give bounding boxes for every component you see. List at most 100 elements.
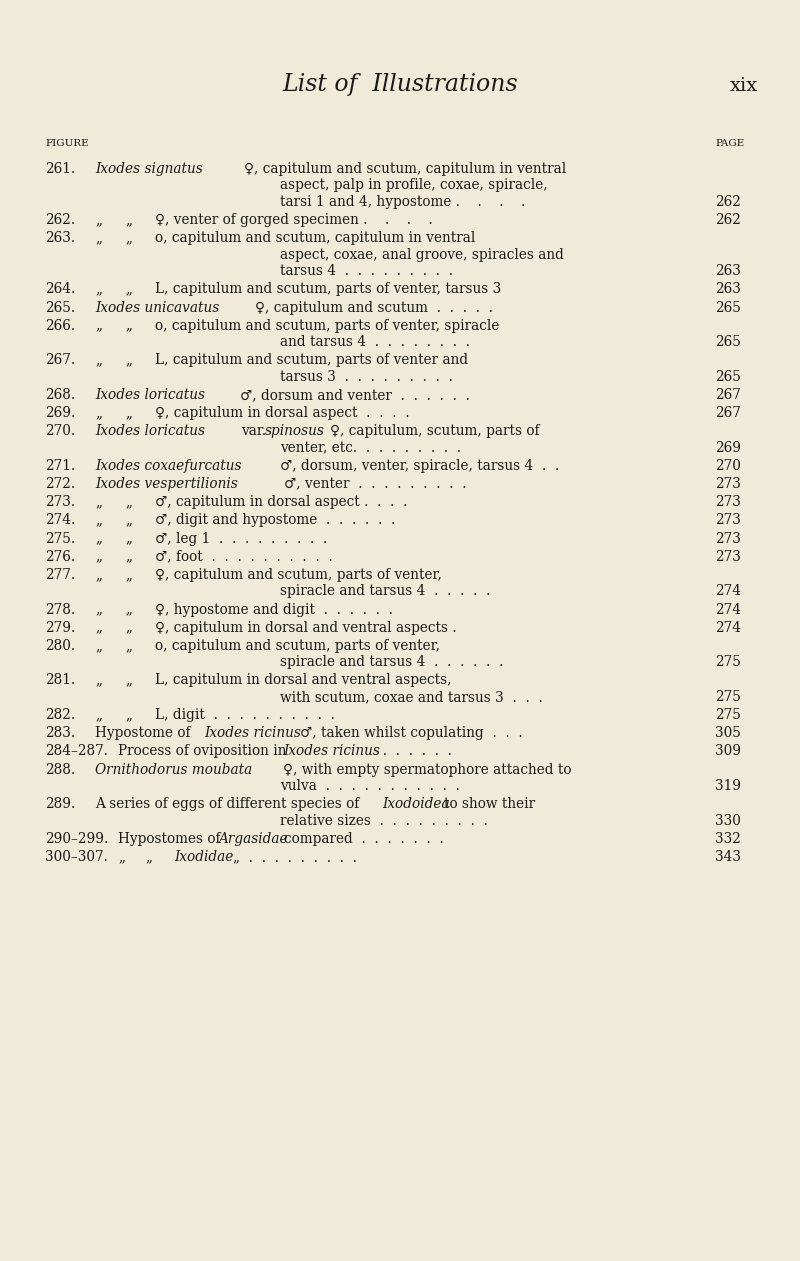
Text: spinosus: spinosus bbox=[265, 425, 325, 439]
Text: with scutum, coxae and tarsus 3  .  .  .: with scutum, coxae and tarsus 3 . . . bbox=[280, 690, 542, 704]
Text: Hypostomes of: Hypostomes of bbox=[118, 832, 221, 846]
Text: „: „ bbox=[125, 639, 132, 653]
Text: 274: 274 bbox=[715, 620, 741, 634]
Text: 275.: 275. bbox=[45, 532, 75, 546]
Text: 275: 275 bbox=[715, 656, 741, 670]
Text: 309: 309 bbox=[715, 744, 741, 758]
Text: „: „ bbox=[125, 319, 132, 333]
Text: tarsi 1 and 4, hypostome .    .    .    .: tarsi 1 and 4, hypostome . . . . bbox=[280, 195, 526, 209]
Text: „: „ bbox=[125, 532, 132, 546]
Text: 319: 319 bbox=[715, 779, 741, 793]
Text: 273.: 273. bbox=[45, 496, 75, 509]
Text: .  .  .  .  .  .: . . . . . . bbox=[374, 744, 452, 758]
Text: „: „ bbox=[125, 231, 132, 246]
Text: 262.: 262. bbox=[45, 213, 75, 227]
Text: List of  Illustrations: List of Illustrations bbox=[282, 73, 518, 96]
Text: ♀, capitulum in dorsal aspect  .  .  .  .: ♀, capitulum in dorsal aspect . . . . bbox=[155, 406, 410, 420]
Text: „: „ bbox=[95, 532, 102, 546]
Text: FIGURE: FIGURE bbox=[45, 139, 89, 148]
Text: ♂, digit and hypostome  .  .  .  .  .  .: ♂, digit and hypostome . . . . . . bbox=[155, 513, 395, 527]
Text: venter, etc.  .  .  .  .  .  .  .  .: venter, etc. . . . . . . . . bbox=[280, 441, 461, 455]
Text: var.: var. bbox=[241, 425, 266, 439]
Text: 282.: 282. bbox=[45, 709, 75, 723]
Text: relative sizes  .  .  .  .  .  .  .  .  .: relative sizes . . . . . . . . . bbox=[280, 813, 488, 827]
Text: „: „ bbox=[125, 406, 132, 420]
Text: 261.: 261. bbox=[45, 161, 75, 177]
Text: „: „ bbox=[95, 319, 102, 333]
Text: 332: 332 bbox=[715, 832, 741, 846]
Text: „: „ bbox=[95, 567, 102, 581]
Text: 276.: 276. bbox=[45, 550, 75, 564]
Text: „: „ bbox=[95, 673, 102, 687]
Text: „: „ bbox=[145, 850, 152, 864]
Text: ♂, venter  .  .  .  .  .  .  .  .  .: ♂, venter . . . . . . . . . bbox=[284, 477, 466, 491]
Text: 273: 273 bbox=[715, 532, 741, 546]
Text: 273: 273 bbox=[715, 513, 741, 527]
Text: 280.: 280. bbox=[45, 639, 75, 653]
Text: 273: 273 bbox=[715, 496, 741, 509]
Text: Ixodes vespertilionis: Ixodes vespertilionis bbox=[95, 477, 238, 491]
Text: ♀, capitulum in dorsal and ventral aspects .: ♀, capitulum in dorsal and ventral aspec… bbox=[155, 620, 457, 634]
Text: vulva  .  .  .  .  .  .  .  .  .  .  .: vulva . . . . . . . . . . . bbox=[280, 779, 460, 793]
Text: „: „ bbox=[95, 282, 102, 296]
Text: L, digit  .  .  .  .  .  .  .  .  .  .: L, digit . . . . . . . . . . bbox=[155, 709, 335, 723]
Text: ♀, venter of gorged specimen .    .    .    .: ♀, venter of gorged specimen . . . . bbox=[155, 213, 433, 227]
Text: „: „ bbox=[125, 603, 132, 617]
Text: to show their: to show their bbox=[444, 797, 535, 811]
Text: „: „ bbox=[95, 496, 102, 509]
Text: Ixodes coxaefurcatus: Ixodes coxaefurcatus bbox=[95, 459, 242, 473]
Text: 289.: 289. bbox=[45, 797, 75, 811]
Text: 278.: 278. bbox=[45, 603, 75, 617]
Text: PAGE: PAGE bbox=[715, 139, 744, 148]
Text: 274: 274 bbox=[715, 603, 741, 617]
Text: Ornithodorus moubata: Ornithodorus moubata bbox=[95, 763, 252, 777]
Text: „: „ bbox=[125, 496, 132, 509]
Text: spiracle and tarsus 4  .  .  .  .  .  .: spiracle and tarsus 4 . . . . . . bbox=[280, 656, 503, 670]
Text: ♀, capitulum and scutum, capitulum in ventral: ♀, capitulum and scutum, capitulum in ve… bbox=[244, 161, 566, 177]
Text: 273: 273 bbox=[715, 550, 741, 564]
Text: L, capitulum in dorsal and ventral aspects,: L, capitulum in dorsal and ventral aspec… bbox=[155, 673, 451, 687]
Text: „: „ bbox=[95, 620, 102, 634]
Text: 269: 269 bbox=[715, 441, 741, 455]
Text: Ixodes loricatus: Ixodes loricatus bbox=[95, 388, 205, 402]
Text: aspect, palp in profile, coxae, spiracle,: aspect, palp in profile, coxae, spiracle… bbox=[280, 179, 548, 193]
Text: 270: 270 bbox=[715, 459, 741, 473]
Text: 262: 262 bbox=[715, 213, 741, 227]
Text: 263: 263 bbox=[715, 282, 741, 296]
Text: Ixodes ricinus: Ixodes ricinus bbox=[204, 726, 301, 740]
Text: Ixodidae: Ixodidae bbox=[174, 850, 234, 864]
Text: and tarsus 4  .  .  .  .  .  .  .  .: and tarsus 4 . . . . . . . . bbox=[280, 335, 470, 349]
Text: „: „ bbox=[125, 353, 132, 367]
Text: 273: 273 bbox=[715, 477, 741, 491]
Text: „: „ bbox=[95, 406, 102, 420]
Text: „: „ bbox=[95, 550, 102, 564]
Text: 264.: 264. bbox=[45, 282, 75, 296]
Text: aspect, coxae, anal groove, spiracles and: aspect, coxae, anal groove, spiracles an… bbox=[280, 248, 564, 262]
Text: „: „ bbox=[125, 673, 132, 687]
Text: „: „ bbox=[125, 550, 132, 564]
Text: o, capitulum and scutum, parts of venter, spiracle: o, capitulum and scutum, parts of venter… bbox=[155, 319, 499, 333]
Text: 267: 267 bbox=[715, 388, 741, 402]
Text: 275: 275 bbox=[715, 690, 741, 704]
Text: ♂, dorsum, venter, spiracle, tarsus 4  .  .: ♂, dorsum, venter, spiracle, tarsus 4 . … bbox=[280, 459, 559, 473]
Text: L, capitulum and scutum, parts of venter and: L, capitulum and scutum, parts of venter… bbox=[155, 353, 468, 367]
Text: L, capitulum and scutum, parts of venter, tarsus 3: L, capitulum and scutum, parts of venter… bbox=[155, 282, 502, 296]
Text: Argasidae: Argasidae bbox=[218, 832, 288, 846]
Text: „: „ bbox=[95, 231, 102, 246]
Text: ♂, foot  .  .  .  .  .  .  .  .  .  .: ♂, foot . . . . . . . . . . bbox=[155, 550, 333, 564]
Text: 281.: 281. bbox=[45, 673, 75, 687]
Text: tarsus 4  .  .  .  .  .  .  .  .  .: tarsus 4 . . . . . . . . . bbox=[280, 265, 453, 279]
Text: „: „ bbox=[125, 567, 132, 581]
Text: 300–307.: 300–307. bbox=[45, 850, 108, 864]
Text: Process of oviposition in: Process of oviposition in bbox=[118, 744, 286, 758]
Text: 267: 267 bbox=[715, 406, 741, 420]
Text: 305: 305 bbox=[715, 726, 741, 740]
Text: 284–287.: 284–287. bbox=[45, 744, 108, 758]
Text: Hypostome of: Hypostome of bbox=[95, 726, 190, 740]
Text: „: „ bbox=[125, 213, 132, 227]
Text: ♀, capitulum and scutum  .  .  .  .  .: ♀, capitulum and scutum . . . . . bbox=[255, 300, 493, 314]
Text: „: „ bbox=[95, 353, 102, 367]
Text: ♂, leg 1  .  .  .  .  .  .  .  .  .: ♂, leg 1 . . . . . . . . . bbox=[155, 532, 327, 546]
Text: 271.: 271. bbox=[45, 459, 75, 473]
Text: 268.: 268. bbox=[45, 388, 75, 402]
